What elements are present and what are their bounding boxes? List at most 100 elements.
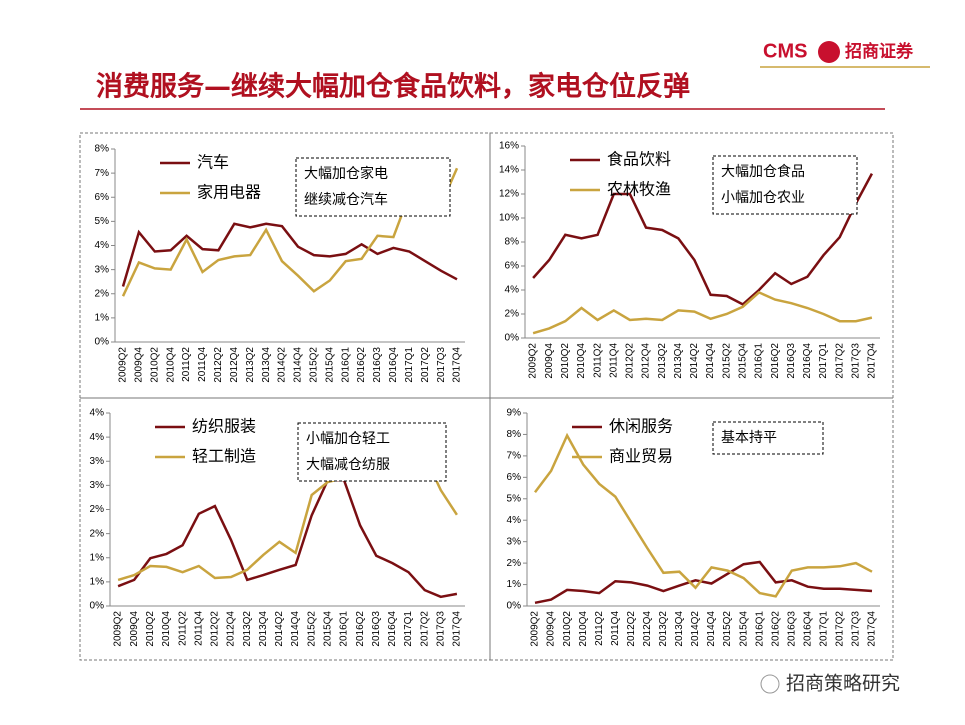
x-tick-label: 2009Q2	[113, 611, 124, 647]
series-line	[117, 478, 458, 599]
y-tick-label: 6%	[505, 261, 520, 272]
legend-label: 家用电器	[197, 183, 261, 202]
x-tick-label: 2009Q4	[546, 611, 557, 647]
y-tick-label: 1%	[90, 552, 105, 563]
series-line	[532, 173, 874, 306]
x-tick-label: 2011Q2	[181, 347, 192, 382]
x-tick-label: 2015Q4	[322, 611, 333, 647]
x-tick-label: 2012Q4	[226, 611, 237, 647]
x-tick-label: 2013Q2	[657, 343, 668, 379]
x-tick-label: 2009Q2	[118, 347, 129, 383]
x-tick-label: 2011Q2	[594, 611, 605, 646]
y-tick-label: 3%	[95, 264, 110, 275]
annotation: 小幅加仓农业	[721, 190, 805, 206]
annotation: 基本持平	[721, 429, 777, 446]
y-tick-label: 2%	[90, 528, 105, 539]
x-tick-label: 2013Q4	[261, 347, 272, 383]
x-tick-label: 2011Q4	[610, 611, 621, 646]
x-tick-label: 2010Q4	[576, 343, 587, 379]
y-tick-label: 6%	[95, 192, 110, 203]
y-tick-label: 5%	[95, 216, 110, 227]
y-tick-label: 7%	[95, 168, 110, 179]
x-tick-label: 2017Q1	[818, 611, 829, 647]
x-tick-label: 2013Q2	[245, 347, 256, 383]
x-tick-label: 2013Q4	[258, 611, 269, 647]
x-tick-label: 2009Q2	[528, 343, 539, 379]
x-tick-label: 2011Q4	[193, 611, 204, 646]
panel-border	[489, 397, 894, 661]
x-tick-label: 2014Q4	[293, 347, 304, 383]
x-tick-label: 2010Q2	[149, 347, 160, 383]
x-tick-label: 2017Q4	[452, 611, 463, 647]
x-tick-label: 2016Q2	[356, 347, 367, 383]
x-tick-label: 2017Q1	[403, 611, 414, 647]
legend-label: 农林牧渔	[607, 180, 671, 199]
x-tick-label: 2017Q3	[850, 343, 861, 379]
y-tick-label: 2%	[505, 309, 520, 320]
x-tick-label: 2009Q4	[129, 611, 140, 647]
legend-label: 休闲服务	[609, 417, 673, 436]
legend-label: 商业贸易	[609, 447, 673, 466]
x-tick-label: 2012Q2	[625, 343, 636, 379]
x-tick-label: 2012Q2	[213, 347, 224, 383]
y-tick-label: 7%	[507, 451, 522, 462]
y-tick-label: 4%	[90, 432, 105, 443]
x-tick-label: 2012Q2	[626, 611, 637, 647]
y-tick-label: 4%	[90, 408, 105, 419]
company: 招商证券	[845, 41, 914, 62]
x-tick-label: 2015Q2	[722, 611, 733, 647]
x-tick-label: 2017Q4	[867, 611, 878, 647]
x-tick-label: 2015Q2	[721, 343, 732, 379]
annotation: 继续减仓汽车	[304, 191, 388, 208]
y-tick-label: 8%	[95, 144, 110, 155]
slide-title: 消费服务—继续大幅加仓食品饮料，家电仓位反弹	[96, 71, 690, 103]
y-tick-label: 3%	[90, 480, 105, 491]
y-tick-label: 2%	[90, 504, 105, 515]
y-tick-label: 1%	[90, 577, 105, 588]
y-tick-label: 14%	[499, 165, 519, 176]
x-tick-label: 2014Q2	[274, 611, 285, 647]
x-tick-label: 2017Q2	[835, 611, 846, 647]
y-tick-label: 0%	[95, 337, 110, 348]
annotation: 大幅加仓家电	[304, 165, 388, 182]
x-tick-label: 2014Q4	[290, 611, 301, 647]
y-tick-label: 12%	[499, 189, 519, 200]
x-tick-label: 2016Q1	[754, 611, 765, 647]
series-line	[534, 432, 873, 598]
x-tick-label: 2010Q2	[145, 611, 156, 647]
x-tick-label: 2016Q4	[802, 611, 813, 647]
y-tick-label: 4%	[95, 240, 110, 251]
x-tick-label: 2015Q2	[309, 347, 320, 383]
annotation-box	[295, 157, 451, 217]
x-tick-label: 2016Q2	[770, 611, 781, 647]
annotation: 小幅加仓轻工	[306, 431, 390, 447]
x-tick-label: 2015Q4	[324, 347, 335, 383]
annotation: 大幅加仓食品	[721, 163, 805, 180]
x-tick-label: 2013Q2	[658, 611, 669, 647]
legend-label: 食品饮料	[607, 150, 671, 169]
x-tick-label: 2014Q2	[689, 343, 700, 379]
x-tick-label: 2012Q2	[210, 611, 221, 647]
x-tick-label: 2015Q4	[737, 343, 748, 379]
x-tick-label: 2017Q4	[867, 343, 878, 379]
y-tick-label: 0%	[90, 601, 105, 612]
x-tick-label: 2011Q4	[608, 343, 619, 378]
x-tick-label: 2009Q2	[530, 611, 541, 647]
x-tick-label: 2009Q4	[544, 343, 555, 379]
y-tick-label: 3%	[90, 456, 105, 467]
x-tick-label: 2017Q4	[452, 347, 463, 383]
y-tick-label: 5%	[507, 493, 522, 504]
x-tick-label: 2010Q4	[165, 347, 176, 383]
x-tick-label: 2016Q4	[387, 611, 398, 647]
x-tick-label: 2017Q3	[851, 611, 862, 647]
x-tick-label: 2017Q2	[419, 611, 430, 647]
y-tick-label: 2%	[95, 288, 110, 299]
logo-icon	[818, 41, 840, 63]
legend-label: 纺织服装	[192, 417, 256, 436]
x-tick-label: 2016Q4	[388, 347, 399, 383]
x-tick-label: 2014Q4	[706, 611, 717, 647]
y-tick-label: 4%	[505, 285, 520, 296]
x-tick-label: 2017Q1	[818, 343, 829, 379]
x-tick-label: 2017Q2	[420, 347, 431, 383]
